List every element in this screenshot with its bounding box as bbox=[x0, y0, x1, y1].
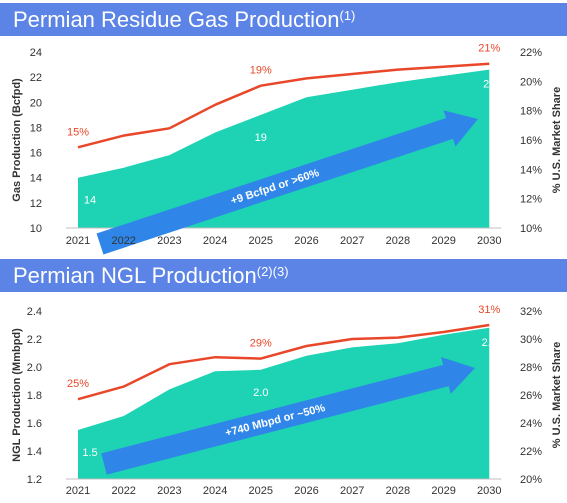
ngl-market-share-label: 25% bbox=[67, 378, 89, 390]
gas-left-axis-title: Gas Production (Bcfpd) bbox=[11, 78, 23, 202]
ngl-x-tick-label: 2028 bbox=[386, 485, 410, 497]
ngl-left-y-tick-label: 2.4 bbox=[27, 306, 42, 318]
gas-left-y-tick-label: 20 bbox=[30, 97, 42, 109]
ngl-area-value-label: 2.0 bbox=[253, 387, 268, 399]
ngl-left-y-tick-label: 1.8 bbox=[27, 390, 42, 402]
gas-x-tick-label: 2024 bbox=[203, 235, 227, 247]
ngl-right-y-tick-label: 28% bbox=[520, 362, 542, 374]
gas-growth-arrow-shape bbox=[96, 110, 478, 255]
gas-x-tick-label: 2027 bbox=[340, 235, 364, 247]
ngl-chart-title-footnote: (2)(3) bbox=[256, 264, 289, 279]
ngl-market-share-line bbox=[77, 323, 490, 401]
ngl-left-y-tick-label: 1.2 bbox=[27, 474, 42, 486]
gas-left-y-tick-label: 24 bbox=[30, 47, 42, 59]
gas-market-share-line bbox=[77, 62, 490, 149]
gas-x-tick-label: 2025 bbox=[249, 235, 273, 247]
gas-chart-title: Permian Residue Gas Production bbox=[13, 7, 340, 32]
gas-x-tick-label: 2028 bbox=[386, 235, 410, 247]
gas-x-tick-label: 2023 bbox=[157, 235, 181, 247]
ngl-production-chart: +740 Mbpd or ~50%1.52.02.325%29%31%2021 2… bbox=[11, 304, 563, 497]
ngl-right-y-tick-label: 32% bbox=[520, 306, 542, 318]
gas-area-value-label: 19 bbox=[255, 132, 267, 144]
ngl-x-tick-label: 2027 bbox=[340, 485, 364, 497]
ngl-left-y-tick-label: 1.4 bbox=[27, 446, 42, 458]
ngl-right-y-tick-label: 26% bbox=[520, 390, 542, 402]
ngl-x-tick-label: 2023 bbox=[157, 485, 181, 497]
ngl-right-y-tick-label: 20% bbox=[520, 474, 542, 486]
gas-market-share-label: 15% bbox=[67, 126, 89, 138]
ngl-left-y-tick-label: 2.0 bbox=[27, 362, 42, 374]
gas-market-share-label: 19% bbox=[250, 65, 272, 77]
ngl-right-y-tick-label: 30% bbox=[520, 334, 542, 346]
ngl-area-value-label: 1.5 bbox=[82, 447, 97, 459]
ngl-x-tick-label: 2024 bbox=[203, 485, 227, 497]
ngl-left-y-tick-label: 2.2 bbox=[27, 334, 42, 346]
gas-x-tick-label: 2022 bbox=[111, 235, 135, 247]
gas-right-y-tick-label: 12% bbox=[520, 194, 542, 206]
gas-right-axis-title: % U.S. Market Share bbox=[551, 87, 563, 193]
ngl-growth-arrow-shape bbox=[101, 357, 475, 475]
ngl-right-axis-title: % U.S. Market Share bbox=[551, 342, 563, 448]
ngl-right-y-tick-label: 22% bbox=[520, 446, 542, 458]
gas-x-tick-label: 2030 bbox=[477, 235, 501, 247]
gas-area-value-label: 23 bbox=[483, 79, 495, 91]
ngl-x-tick-label: 2021 bbox=[66, 485, 90, 497]
gas-right-y-tick-label: 14% bbox=[520, 164, 542, 176]
gas-right-y-tick-label: 22% bbox=[520, 47, 542, 59]
gas-right-y-tick-label: 18% bbox=[520, 106, 542, 118]
gas-left-y-tick-label: 22 bbox=[30, 72, 42, 84]
gas-market-share-label: 21% bbox=[478, 43, 500, 55]
gas-left-y-tick-label: 12 bbox=[30, 198, 42, 210]
gas-area-value-label: 14 bbox=[84, 195, 96, 207]
gas-left-y-tick-label: 14 bbox=[30, 173, 42, 185]
gas-chart-title-footnote: (1) bbox=[339, 8, 356, 23]
ngl-x-tick-label: 2022 bbox=[111, 485, 135, 497]
gas-chart-title-banner: Permian Residue Gas Production(1) bbox=[0, 3, 567, 36]
gas-left-y-tick-label: 10 bbox=[30, 223, 42, 235]
gas-left-y-tick-label: 18 bbox=[30, 122, 42, 134]
ngl-x-tick-label: 2026 bbox=[294, 485, 318, 497]
ngl-x-tick-label: 2025 bbox=[249, 485, 273, 497]
ngl-market-share-label: 29% bbox=[250, 338, 272, 350]
ngl-right-y-tick-label: 24% bbox=[520, 418, 542, 430]
ngl-x-tick-label: 2029 bbox=[431, 485, 455, 497]
gas-x-tick-label: 2021 bbox=[66, 235, 90, 247]
ngl-left-y-tick-label: 1.6 bbox=[27, 418, 42, 430]
gas-right-y-tick-label: 16% bbox=[520, 135, 542, 147]
gas-x-tick-label: 2029 bbox=[431, 235, 455, 247]
ngl-market-share-label: 31% bbox=[478, 304, 500, 316]
gas-right-y-tick-label: 10% bbox=[520, 223, 542, 235]
ngl-chart-title-banner: Permian NGL Production(2)(3) bbox=[0, 259, 567, 292]
gas-right-y-tick-label: 20% bbox=[520, 76, 542, 88]
gas-left-y-tick-label: 16 bbox=[30, 148, 42, 160]
gas-x-tick-label: 2026 bbox=[294, 235, 318, 247]
ngl-x-tick-label: 2030 bbox=[477, 485, 501, 497]
ngl-chart-title: Permian NGL Production bbox=[13, 263, 257, 288]
ngl-area-value-label: 2.3 bbox=[482, 337, 497, 349]
ngl-left-axis-title: NGL Production (Mmbpd) bbox=[11, 328, 23, 462]
gas-production-area bbox=[78, 69, 490, 228]
